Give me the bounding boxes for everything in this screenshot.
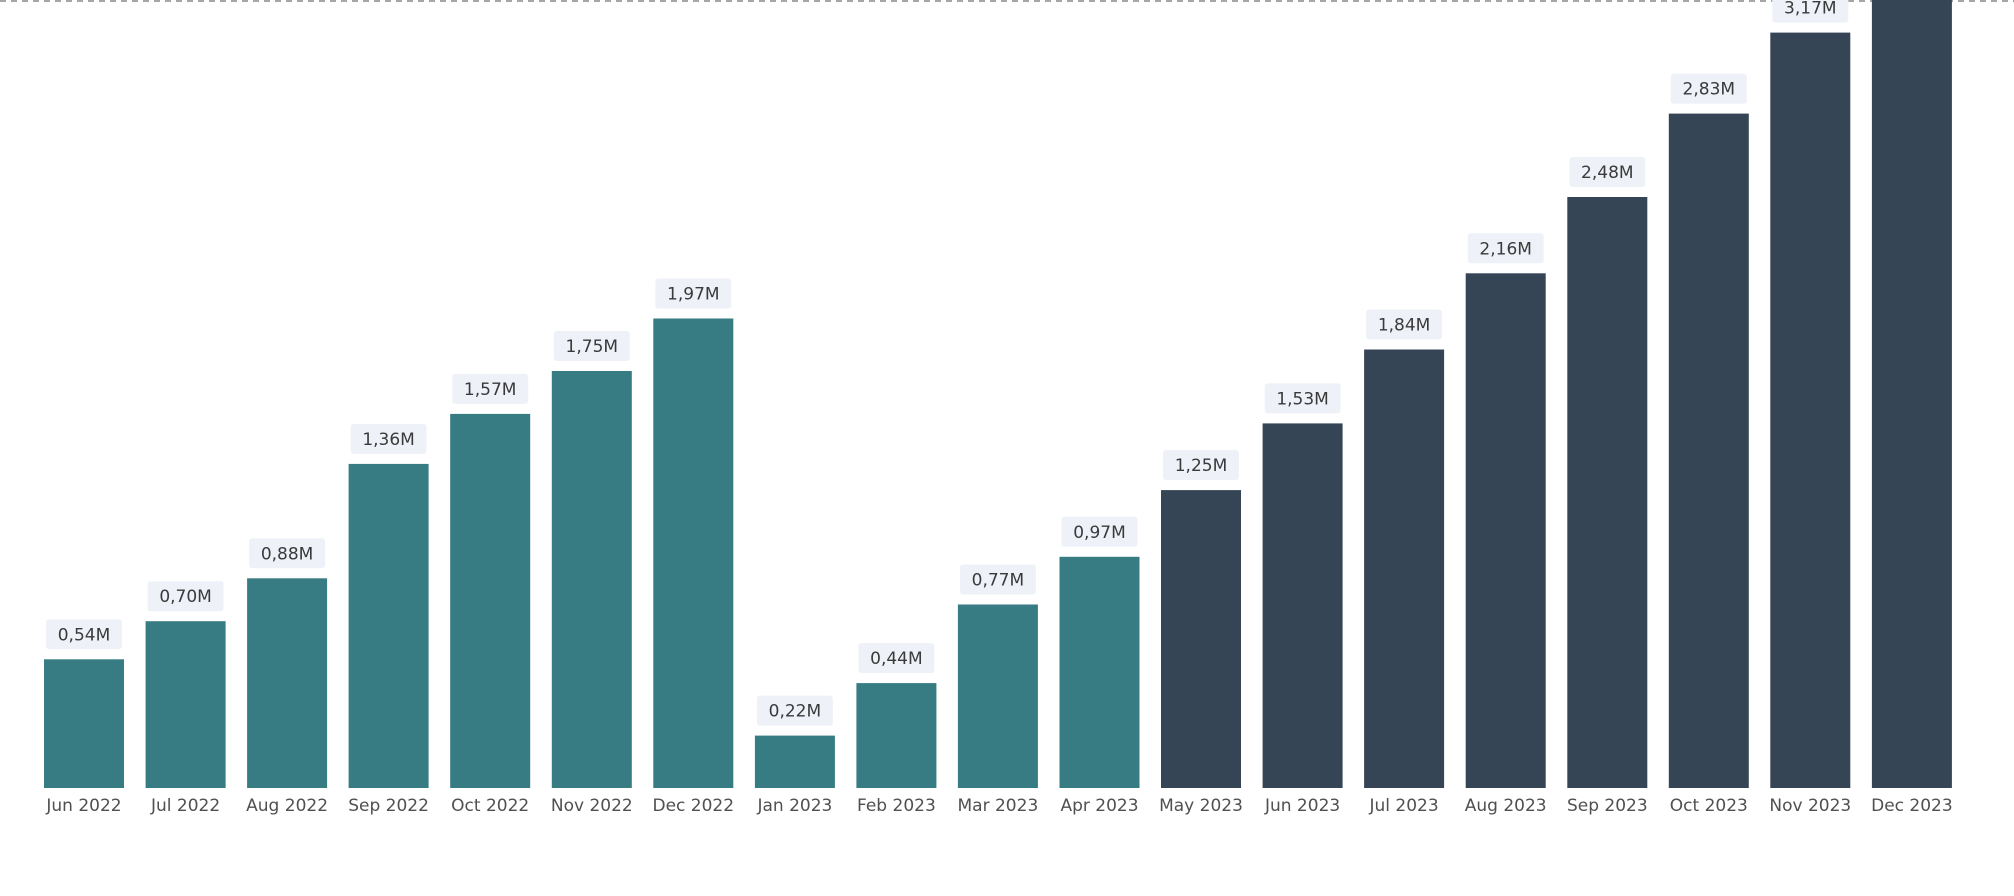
bar[interactable] [754, 735, 835, 788]
data-label-background [553, 331, 630, 361]
data-label: 1,97M [667, 285, 720, 305]
bar[interactable] [1364, 349, 1445, 789]
bar[interactable] [957, 604, 1038, 789]
bar[interactable] [44, 659, 124, 788]
data-label-background [452, 373, 529, 404]
x-tick-label: Mar 2023 [958, 796, 1039, 816]
x-tick-label: Aug 2022 [246, 796, 328, 816]
data-label: 1,57M [464, 380, 517, 400]
bar[interactable] [1871, 0, 1952, 788]
x-tick-label: Sep 2022 [348, 796, 429, 816]
bar[interactable] [450, 413, 531, 788]
data-label-background [1467, 233, 1544, 264]
data-label-background [756, 695, 833, 726]
data-label: 3,17M [1784, 0, 1837, 19]
data-label: 0,97M [1073, 523, 1126, 543]
bar[interactable] [1770, 32, 1851, 789]
data-label: 0,22M [769, 702, 822, 722]
data-label: 1,36M [362, 430, 415, 450]
bar[interactable] [1262, 423, 1343, 788]
data-label-background [1569, 157, 1646, 187]
x-tick-label: Oct 2023 [1670, 796, 1748, 816]
data-label: 0,54M [58, 625, 111, 645]
x-tick-label: Oct 2022 [451, 796, 529, 816]
bar[interactable] [145, 621, 226, 788]
x-tick-label: Jan 2023 [756, 796, 832, 816]
data-label: 0,44M [870, 649, 923, 669]
data-label: 1,75M [566, 337, 619, 357]
bar[interactable] [551, 371, 632, 788]
data-label: 2,48M [1581, 163, 1634, 183]
data-label-background [1670, 73, 1747, 104]
data-label: 0,70M [159, 587, 212, 607]
data-label-background [1163, 450, 1239, 481]
x-tick-label: Sep 2023 [1567, 796, 1648, 816]
data-label-background [147, 581, 224, 612]
data-label: 0,77M [972, 571, 1025, 591]
bar[interactable] [1668, 113, 1749, 789]
data-label-background [858, 643, 935, 674]
data-label-background [46, 619, 122, 650]
x-tick-label: May 2023 [1159, 796, 1243, 816]
x-tick-label: Dec 2022 [653, 796, 735, 816]
x-tick-label: Feb 2023 [857, 796, 936, 816]
data-label-background [959, 564, 1036, 595]
data-label-background [655, 278, 732, 309]
x-tick-label: Nov 2023 [1769, 796, 1851, 816]
bar[interactable] [1161, 490, 1241, 788]
x-tick-label: Apr 2023 [1060, 796, 1138, 816]
data-label: 0,88M [261, 544, 314, 564]
data-label: 1,25M [1175, 456, 1228, 476]
data-label: 2,83M [1683, 80, 1736, 100]
x-tick-label: Jun 2023 [1264, 796, 1340, 816]
data-label-background [249, 538, 326, 569]
data-label-background [1264, 383, 1341, 414]
x-tick-label: Aug 2023 [1465, 796, 1547, 816]
data-label-background [1366, 309, 1443, 340]
x-tick-label: Nov 2022 [551, 796, 633, 816]
data-label: 1,84M [1378, 316, 1431, 336]
x-tick-label: Jul 2022 [150, 796, 220, 816]
data-label-background [1061, 516, 1138, 547]
x-tick-label: Jun 2022 [45, 796, 121, 816]
x-axis-tick-labels: Jun 2022 Jul 2022 Aug 2022 Sep 2022 Oct 2022… [45, 796, 1952, 816]
data-label-background [1772, 0, 1849, 23]
bar[interactable] [1059, 556, 1140, 788]
x-tick-label: Dec 2023 [1871, 796, 1953, 816]
data-labels-layer: 0,54M 0,70M 0,88M 1,36M 1,57M 1,75M 1,97M 0,22M… [46, 0, 1849, 726]
bar[interactable] [247, 578, 328, 788]
data-label-background [350, 423, 427, 454]
data-label: 1,53M [1276, 389, 1329, 409]
data-label: 2,16M [1479, 239, 1532, 259]
bars-layer [44, 0, 1952, 789]
bar[interactable] [1465, 273, 1546, 788]
bar[interactable] [348, 463, 429, 788]
bar[interactable] [653, 318, 734, 789]
x-tick-label: Jul 2023 [1369, 796, 1439, 816]
bar[interactable] [1567, 197, 1648, 788]
bar[interactable] [856, 683, 937, 788]
